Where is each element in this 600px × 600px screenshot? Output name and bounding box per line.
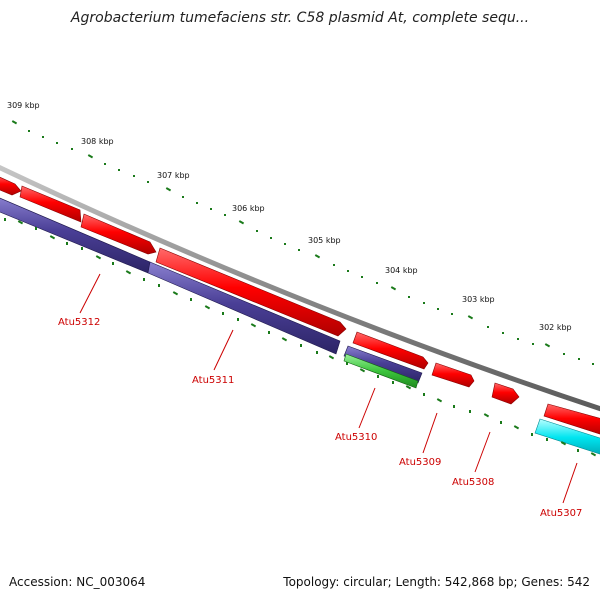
scale-label-309: 309 kbp	[7, 101, 40, 110]
scale-label-307: 307 kbp	[157, 171, 190, 180]
scale-label-304: 304 kbp	[385, 266, 418, 275]
gene-leader-lines	[79, 273, 578, 504]
cds-arrow-5[interactable]	[352, 331, 429, 370]
cyan-feature[interactable]	[534, 418, 600, 456]
cds-arrow-8[interactable]	[543, 403, 600, 436]
gene-label-atu5308[interactable]: Atu5308	[452, 477, 494, 488]
gene-label-atu5309[interactable]: Atu5309	[399, 457, 441, 468]
cds-arrow-2[interactable]	[19, 185, 82, 223]
green-feature[interactable]	[343, 353, 419, 389]
inner-scale-ticks	[4, 218, 597, 457]
gene-label-atu5312[interactable]: Atu5312	[58, 317, 100, 328]
cds-arrow-1[interactable]	[0, 175, 22, 196]
scale-labels: 309 kbp 308 kbp 307 kbp 306 kbp 305 kbp …	[7, 101, 572, 332]
scale-label-303: 303 kbp	[462, 295, 495, 304]
cds-arrow-4[interactable]	[155, 247, 347, 337]
scale-label-305: 305 kbp	[308, 236, 341, 245]
forward-cds-track	[0, 175, 600, 436]
accession-text: Accession: NC_003064	[9, 575, 146, 589]
cds-reverse-2[interactable]	[147, 261, 341, 355]
gene-labels: Atu5312 Atu5311 Atu5310 Atu5309 Atu5308 …	[58, 317, 582, 519]
scale-label-302: 302 kbp	[539, 323, 572, 332]
cds-arrow-3[interactable]	[80, 213, 157, 255]
map-title: Agrobacterium tumefaciens str. C58 plasm…	[70, 10, 530, 26]
gene-label-atu5307[interactable]: Atu5307	[540, 508, 582, 519]
backbone-ring	[0, 164, 600, 412]
outer-scale-ticks	[11, 120, 594, 365]
cds-arrow-6[interactable]	[431, 362, 475, 388]
scale-label-308: 308 kbp	[81, 137, 114, 146]
cds-arrow-7[interactable]	[491, 382, 520, 405]
gene-label-atu5311[interactable]: Atu5311	[192, 375, 234, 386]
gene-label-atu5310[interactable]: Atu5310	[335, 432, 377, 443]
topology-text: Topology: circular; Length: 542,868 bp; …	[283, 575, 590, 589]
scale-label-306: 306 kbp	[232, 204, 265, 213]
reverse-cds-track	[0, 197, 423, 384]
cds-reverse-3[interactable]	[343, 345, 423, 384]
